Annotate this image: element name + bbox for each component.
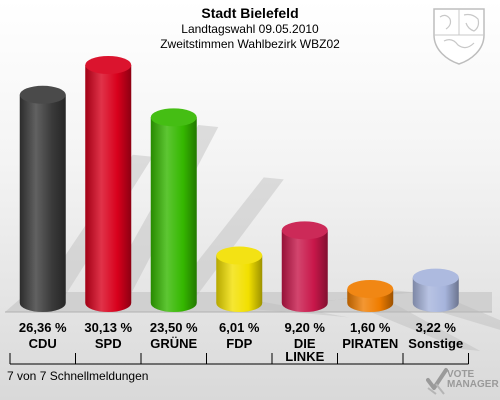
brand-logo-text: VOTE MANAGER (447, 370, 499, 390)
brand-line-1: VOTE (447, 369, 475, 380)
category-label: CDU (28, 336, 57, 351)
category-label: Sonstige (408, 336, 464, 351)
value-label: 1,60 % (350, 320, 391, 335)
bar-spd (85, 56, 132, 312)
bar-grüne (150, 108, 197, 312)
category-label: SPD (94, 336, 122, 351)
bar-die-linke (281, 221, 328, 312)
footer-status: 7 von 7 Schnellmeldungen (7, 369, 149, 383)
category-label: GRÜNE (150, 336, 198, 351)
category-label: FDP (226, 336, 253, 351)
category-label: PIRATEN (342, 336, 399, 351)
brand-line-2: MANAGER (447, 379, 499, 390)
bar-sonstige (412, 268, 459, 312)
bar-fdp (216, 246, 263, 312)
value-label: 6,01 % (219, 320, 260, 335)
value-label: 26,36 % (18, 320, 67, 335)
bar-shadow (358, 301, 481, 351)
bar-cdu (19, 85, 66, 312)
value-label: 3,22 % (415, 320, 456, 335)
vote-manager-logo-icon (426, 368, 448, 395)
chart-title: Stadt Bielefeld (201, 5, 299, 21)
category-label: DIE LINKE (285, 336, 325, 364)
value-label: 23,50 % (149, 320, 198, 335)
value-label: 9,20 % (284, 320, 325, 335)
chart-subtitle-2: Zweitstimmen Wahlbezirk WBZ02 (160, 37, 340, 51)
value-label: 30,13 % (84, 320, 133, 335)
bar-piraten (347, 280, 394, 312)
chart-subtitle: Landtagswahl 09.05.2010 (181, 22, 319, 36)
coat-of-arms-icon (433, 8, 485, 65)
